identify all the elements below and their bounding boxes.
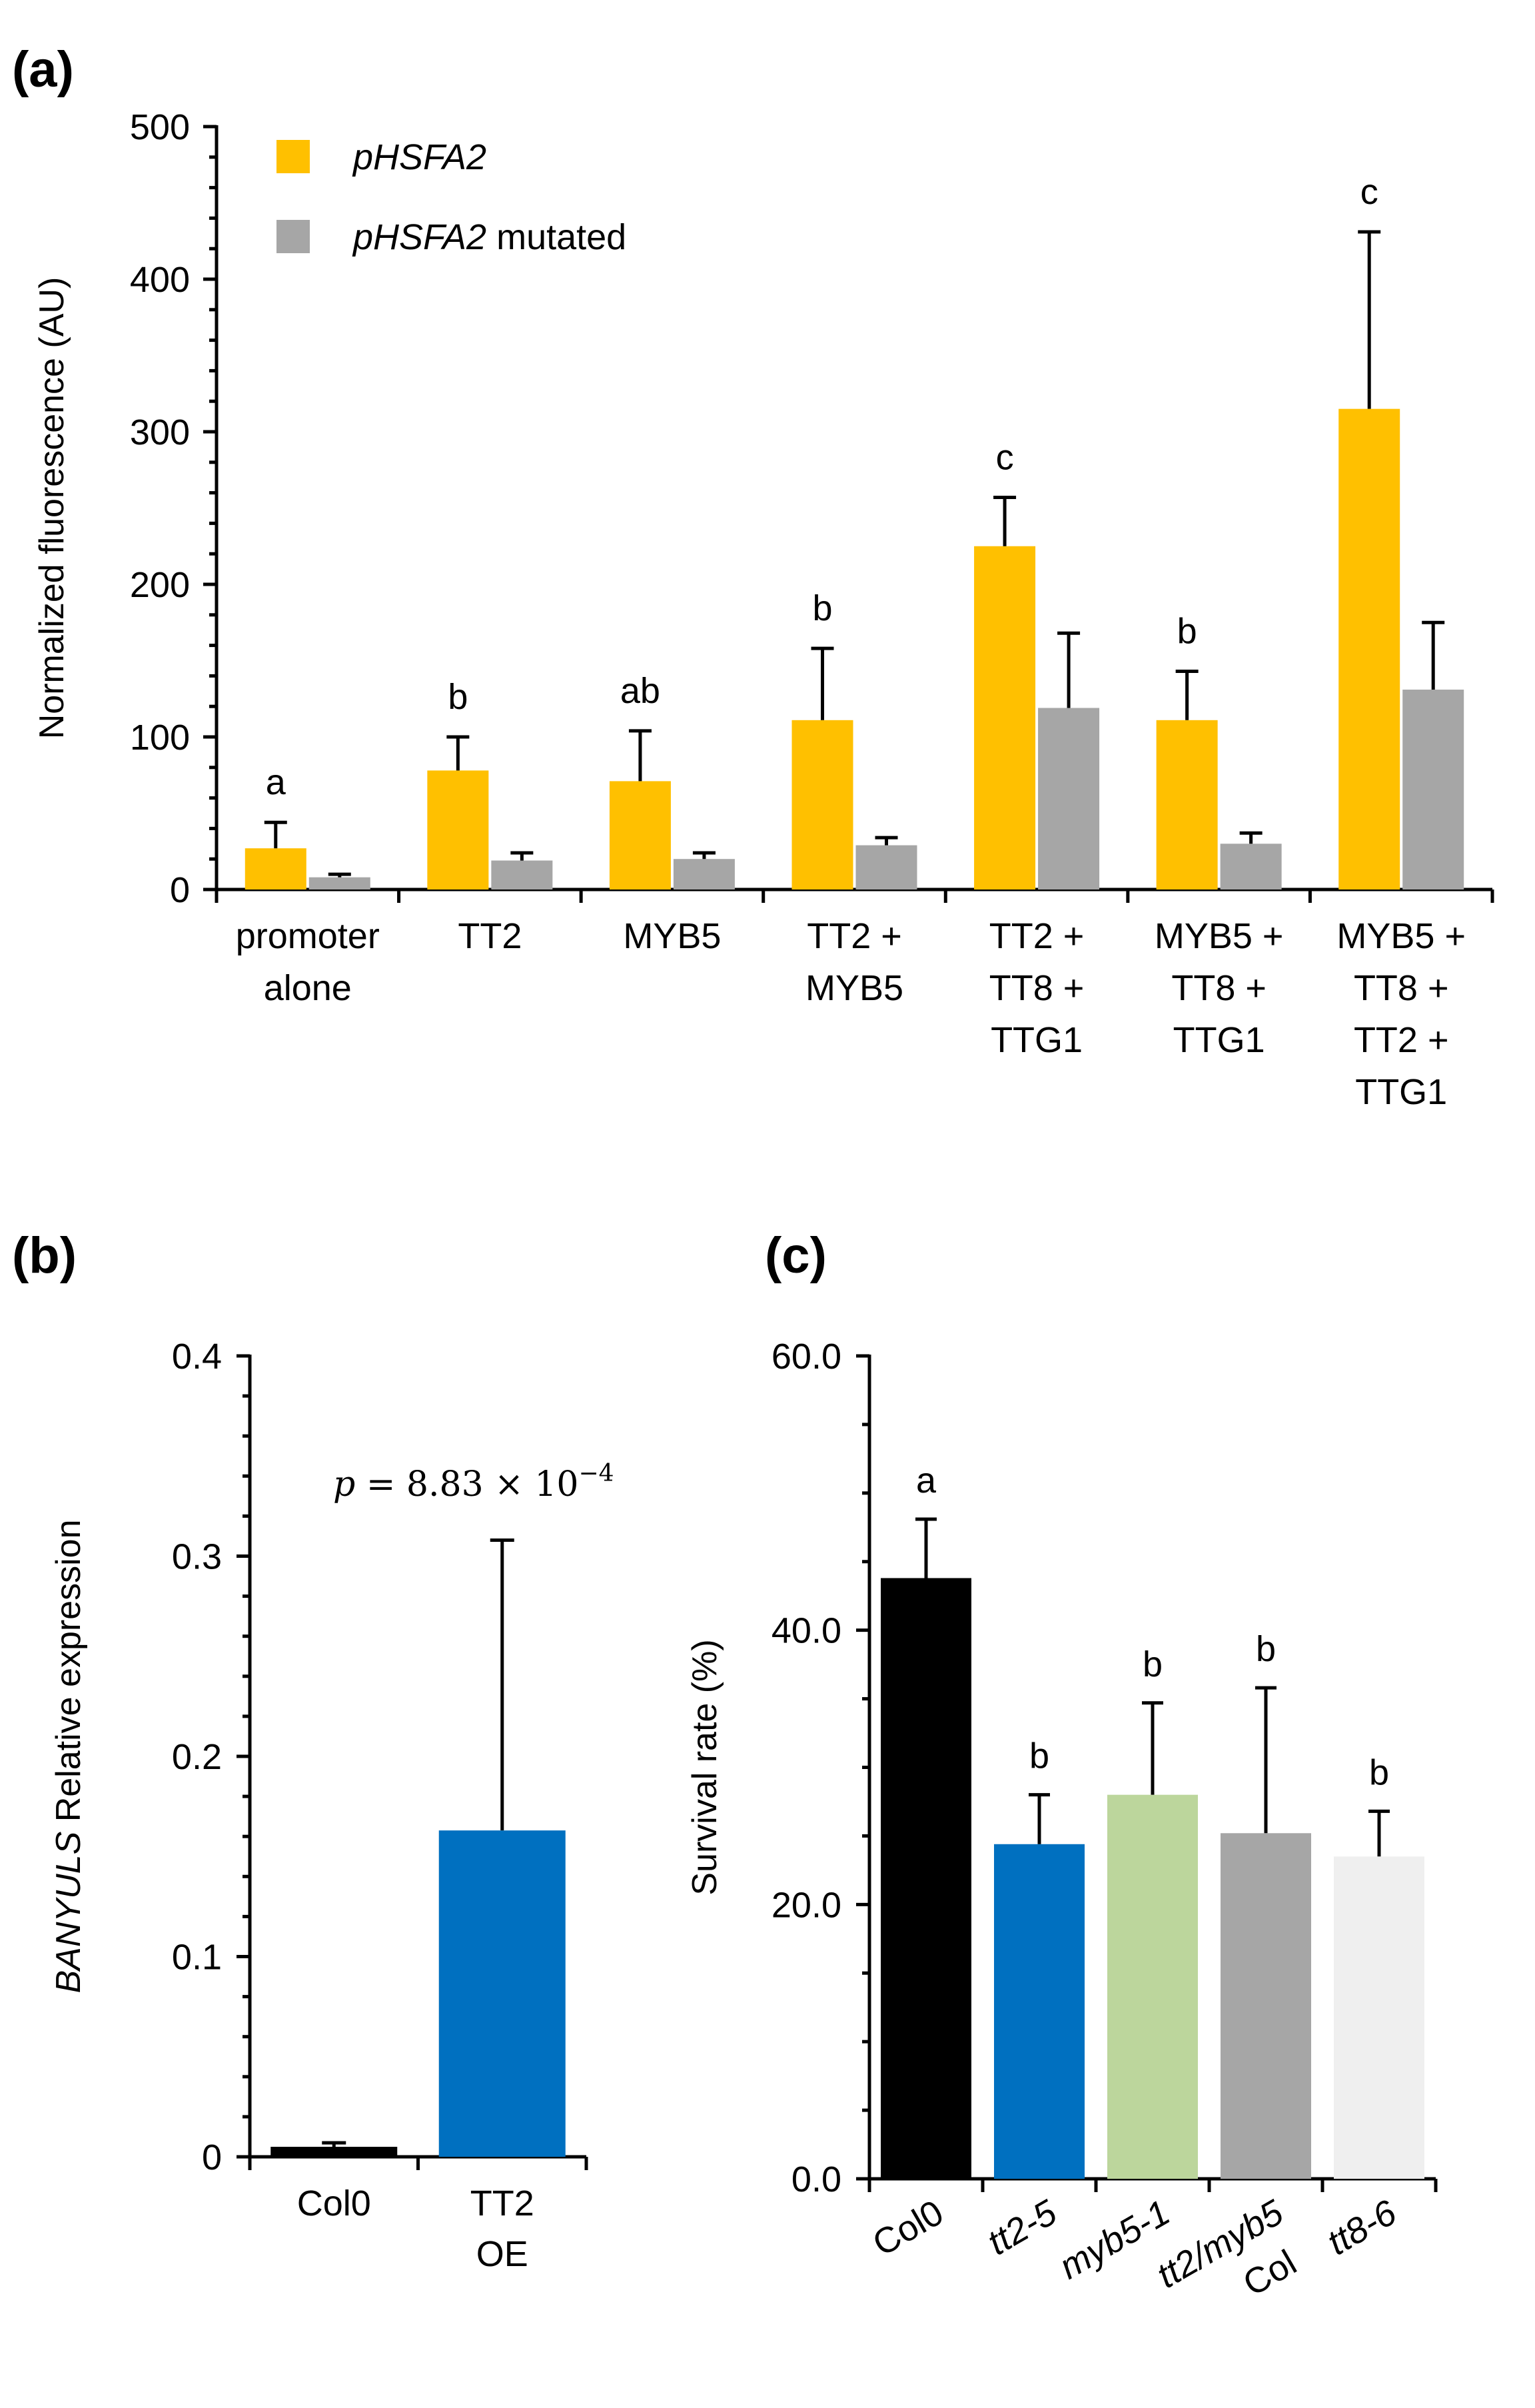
panel-a-y-axis-title: Normalized fluorescence (AU) — [33, 277, 71, 740]
panel-a-bar-phsfa2-mutated — [673, 859, 735, 890]
panel-a-significance-label: b — [448, 677, 468, 717]
panel-b-y-tick-label: 0.4 — [172, 1337, 222, 1377]
panel-a-category-label: TT2 + — [989, 916, 1085, 956]
panel-a-significance-label: ab — [620, 671, 660, 711]
panel-b-y-tick-label: 0 — [202, 2137, 222, 2177]
panel-c-significance-label: b — [1369, 1752, 1389, 1792]
panel-c-significance-label: b — [1256, 1629, 1276, 1669]
panel-c-bar — [1221, 1833, 1311, 2179]
panel-c-y-axis-title: Survival rate (%) — [686, 1639, 724, 1895]
panel-a-y-tick-label: 300 — [130, 412, 190, 452]
panel-a-bar-phsfa2-mutated — [855, 845, 917, 890]
panel-a-significance-label: a — [266, 762, 286, 802]
panel-a-category-label: MYB5 — [623, 916, 721, 956]
panel-a-y-tick-label: 400 — [130, 260, 190, 300]
panel-b-category-label: TT2 — [470, 2183, 534, 2223]
panel-c-significance-label: b — [1143, 1644, 1163, 1684]
panel-a-category-label: TTG1 — [1355, 1072, 1447, 1112]
panel-a-bar-phsfa2 — [1156, 720, 1218, 890]
panel-a-category-label: TTG1 — [1173, 1020, 1265, 1060]
panel-a-significance-label: b — [812, 588, 832, 628]
panel-a-category-label: TTG1 — [991, 1020, 1083, 1060]
panel-c-y-tick-label: 20.0 — [771, 1885, 841, 1925]
panel-a-bar-phsfa2 — [974, 546, 1036, 890]
panel-a-legend-swatch — [276, 220, 310, 253]
panel-c-significance-label: a — [916, 1461, 937, 1501]
panel-a-category-label: TT8 + — [1171, 968, 1267, 1008]
panel-a-category-label: TT8 + — [1354, 968, 1449, 1008]
panel-a-bar-chart: (a) 0 100 200 300 400 500 Normalized fluorescen… — [12, 41, 1494, 1112]
panel-b-category-label: OE — [476, 2234, 528, 2274]
panel-a-bar-phsfa2 — [609, 781, 671, 890]
panel-a-category-label: TT2 — [458, 916, 522, 956]
panel-b-p-value: p = 8.83 × 10−4 — [333, 1460, 614, 1505]
panel-b-bar-chart: (b) 0 0.1 0.2 0.3 0.4 BANYULS Relative express… — [12, 1227, 614, 2274]
panel-c-category-label: tt8-6 — [1320, 2192, 1403, 2263]
panel-c-significance-label: b — [1029, 1736, 1049, 1776]
panel-a-legend-label: pHSFA2 mutated — [352, 217, 626, 257]
panel-a-bar-phsfa2-mutated — [1220, 844, 1282, 890]
panel-c-y-tick-label: 40.0 — [771, 1611, 841, 1651]
panel-c-y-tick-label: 0.0 — [791, 2159, 841, 2199]
panel-a-bar-phsfa2-mutated — [308, 877, 370, 890]
panel-a-category-label: promoter — [236, 916, 380, 956]
panel-c-bar — [994, 1844, 1085, 2179]
panel-a-bar-phsfa2-mutated — [1402, 690, 1464, 890]
panel-a-category-label: TT8 + — [989, 968, 1085, 1008]
panel-a-y-tick-label: 100 — [130, 718, 190, 758]
panel-a-category-label: MYB5 — [805, 968, 903, 1008]
panel-c-bar-chart: (c) 0.0 20.0 40.0 60.0 Survival rate (%) a Col0… — [686, 1227, 1438, 2304]
panel-a-bar-phsfa2-mutated — [1038, 708, 1100, 890]
panel-c-category-label: Col0 — [866, 2192, 950, 2263]
panel-a-category-label: MYB5 + — [1336, 916, 1466, 956]
panel-a-label: (a) — [12, 41, 74, 98]
panel-a-bar-phsfa2 — [1338, 408, 1400, 890]
panel-a-category-label: TT2 + — [1354, 1020, 1449, 1060]
panel-c-category-label: tt2-5 — [981, 2192, 1063, 2263]
panel-a-y-tick-label: 500 — [130, 107, 190, 147]
panel-a-legend-swatch — [276, 140, 310, 173]
panel-a-legend-label: pHSFA2 — [352, 137, 486, 177]
panel-a-significance-label: c — [1360, 172, 1378, 212]
panel-a-significance-label: c — [996, 437, 1014, 477]
panel-a-significance-label: b — [1177, 612, 1197, 652]
panel-c-bar — [1107, 1794, 1198, 2179]
panel-a-category-label: TT2 + — [807, 916, 902, 956]
panel-c-y-tick-label: 60.0 — [771, 1337, 841, 1377]
panel-c-bar — [881, 1578, 971, 2179]
panel-a-bar-phsfa2 — [791, 720, 853, 890]
panel-c-label: (c) — [765, 1227, 827, 1284]
panel-a-category-label: MYB5 + — [1155, 916, 1284, 956]
panel-b-label: (b) — [12, 1227, 77, 1284]
panel-c-bar — [1334, 1856, 1424, 2179]
panel-b-category-label: Col0 — [297, 2183, 371, 2223]
panel-a-category-label: alone — [264, 968, 352, 1008]
panel-b-y-axis-title: BANYULS Relative expression — [49, 1520, 88, 1994]
panel-a-y-tick-label: 0 — [170, 870, 190, 910]
panel-b-y-tick-label: 0.3 — [172, 1537, 222, 1577]
panel-b-y-tick-label: 0.1 — [172, 1938, 222, 1978]
panel-b-y-tick-label: 0.2 — [172, 1737, 222, 1777]
panel-a-bar-phsfa2 — [427, 770, 489, 890]
panel-b-bar — [438, 1830, 566, 2157]
panel-a-y-tick-label: 200 — [130, 565, 190, 605]
panel-a-bar-phsfa2-mutated — [491, 860, 553, 890]
panel-a-bar-phsfa2 — [245, 848, 306, 890]
panel-b-bar — [270, 2146, 398, 2157]
